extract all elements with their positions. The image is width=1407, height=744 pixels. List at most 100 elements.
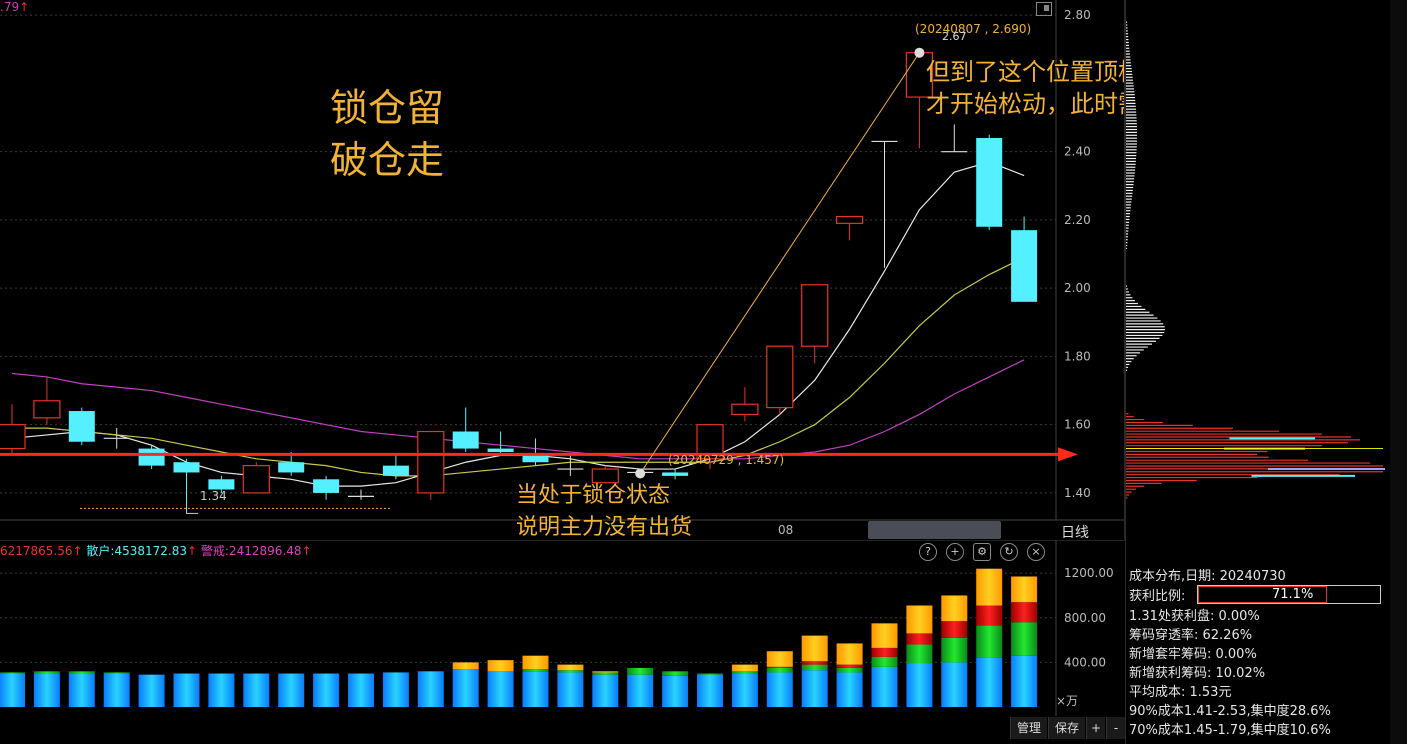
volume-bar-green[interactable] bbox=[1011, 622, 1038, 656]
volume-bar-red[interactable] bbox=[766, 666, 793, 668]
volume-bar-blue[interactable] bbox=[627, 674, 654, 707]
volume-bar-green[interactable] bbox=[627, 667, 654, 675]
volume-bar-blue[interactable] bbox=[208, 673, 235, 707]
volume-bar-blue[interactable] bbox=[452, 669, 479, 707]
volume-bars[interactable] bbox=[0, 568, 1038, 708]
volume-bar-orange[interactable] bbox=[941, 595, 968, 622]
volume-bar-orange[interactable] bbox=[592, 671, 619, 673]
volume-bar-green[interactable] bbox=[941, 637, 968, 663]
volume-bar-blue[interactable] bbox=[382, 672, 409, 707]
volume-bar-blue[interactable] bbox=[417, 671, 444, 707]
remove-button[interactable]: - bbox=[1106, 717, 1125, 739]
volume-bar-blue[interactable] bbox=[592, 674, 619, 707]
volume-bar-green[interactable] bbox=[871, 656, 898, 667]
candle-body[interactable] bbox=[278, 462, 305, 473]
volume-bar-blue[interactable] bbox=[68, 673, 95, 707]
volume-bar-blue[interactable] bbox=[836, 672, 863, 707]
candle-body[interactable] bbox=[835, 215, 864, 224]
volume-bar-green[interactable] bbox=[557, 670, 584, 673]
volume-bar-blue[interactable] bbox=[697, 674, 723, 707]
volume-bar-blue[interactable] bbox=[243, 673, 270, 707]
volume-bar-green[interactable] bbox=[662, 671, 689, 676]
candle-body[interactable] bbox=[313, 479, 340, 493]
volume-bar-blue[interactable] bbox=[138, 674, 165, 707]
candle-body[interactable] bbox=[662, 472, 689, 476]
candle-body[interactable] bbox=[138, 448, 165, 466]
chart-corner-button[interactable] bbox=[1036, 2, 1052, 16]
volume-bar-red[interactable] bbox=[906, 633, 933, 645]
volume-bar-orange[interactable] bbox=[871, 623, 898, 648]
candle-body[interactable] bbox=[766, 345, 794, 409]
volume-bar-blue[interactable] bbox=[766, 672, 793, 707]
volume-bar-green[interactable] bbox=[33, 671, 60, 674]
volume-bar-green[interactable] bbox=[976, 625, 1003, 658]
candlesticks[interactable] bbox=[0, 52, 1038, 514]
period-label[interactable]: 日线 bbox=[1061, 525, 1089, 541]
volume-bar-green[interactable] bbox=[522, 669, 549, 672]
volume-bar-blue[interactable] bbox=[33, 673, 60, 707]
volume-bar-green[interactable] bbox=[68, 671, 95, 674]
candle-body[interactable] bbox=[242, 465, 270, 494]
volume-bar-blue[interactable] bbox=[173, 673, 200, 707]
settings-icon[interactable]: ⚙ bbox=[973, 543, 991, 561]
volume-bar-blue[interactable] bbox=[313, 673, 340, 707]
volume-bar-orange[interactable] bbox=[487, 660, 514, 672]
volume-bar-orange[interactable] bbox=[906, 605, 933, 634]
volume-bar-blue[interactable] bbox=[871, 666, 898, 707]
volume-bar-green[interactable] bbox=[731, 671, 758, 674]
price-chart[interactable]: 2.80 2.40 2.20 2.00 1.80 1.60 1.40 bbox=[0, 0, 1125, 540]
volume-bar-blue[interactable] bbox=[487, 671, 514, 707]
volume-bar-green[interactable] bbox=[697, 673, 723, 675]
candle-body[interactable] bbox=[801, 284, 829, 347]
volume-bar-blue[interactable] bbox=[0, 673, 25, 707]
volume-bar-green[interactable] bbox=[766, 667, 793, 673]
save-button[interactable]: 保存 bbox=[1048, 717, 1085, 739]
refresh-icon[interactable]: ↻ bbox=[1000, 543, 1018, 561]
volume-bar-red[interactable] bbox=[836, 664, 863, 668]
volume-bar-green[interactable] bbox=[103, 672, 130, 674]
volume-bar-red[interactable] bbox=[1011, 602, 1038, 623]
volume-bar-blue[interactable] bbox=[1011, 655, 1038, 707]
volume-bar-orange[interactable] bbox=[522, 655, 549, 670]
volume-bar-red[interactable] bbox=[941, 621, 968, 638]
volume-bar-green[interactable] bbox=[801, 664, 828, 671]
candle-body[interactable] bbox=[905, 52, 934, 98]
help-icon[interactable]: ? bbox=[919, 543, 937, 561]
candle-body[interactable] bbox=[1011, 230, 1038, 302]
zoom-in-icon[interactable]: + bbox=[946, 543, 964, 561]
volume-bar-orange[interactable] bbox=[801, 635, 828, 662]
volume-bar-blue[interactable] bbox=[662, 675, 689, 707]
volume-bar-orange[interactable] bbox=[766, 651, 793, 667]
volume-bar-blue[interactable] bbox=[348, 673, 374, 707]
candle-body[interactable] bbox=[208, 479, 235, 490]
candle-body[interactable] bbox=[68, 411, 95, 442]
add-button[interactable]: + bbox=[1086, 717, 1105, 739]
volume-bar-blue[interactable] bbox=[103, 673, 130, 707]
candle-body[interactable] bbox=[0, 424, 26, 450]
volume-bar-blue[interactable] bbox=[801, 670, 828, 707]
volume-bar-orange[interactable] bbox=[731, 664, 758, 672]
volume-bar-blue[interactable] bbox=[557, 672, 584, 707]
candle-body[interactable] bbox=[382, 465, 409, 476]
candle-body[interactable] bbox=[731, 403, 759, 416]
candle-body[interactable] bbox=[452, 431, 479, 449]
volume-bar-blue[interactable] bbox=[522, 671, 549, 707]
manage-button[interactable]: 管理 bbox=[1010, 717, 1047, 739]
volume-bar-orange[interactable] bbox=[976, 568, 1003, 606]
volume-bar-red[interactable] bbox=[871, 647, 898, 657]
volume-bar-orange[interactable] bbox=[836, 643, 863, 665]
volume-bar-blue[interactable] bbox=[976, 657, 1003, 707]
volume-bar-orange[interactable] bbox=[452, 662, 479, 670]
volume-bar-green[interactable] bbox=[836, 667, 863, 673]
candle-body[interactable] bbox=[976, 138, 1003, 227]
volume-bar-orange[interactable] bbox=[1011, 576, 1038, 603]
candle-body[interactable] bbox=[33, 400, 61, 419]
volume-bar-green[interactable] bbox=[592, 672, 619, 675]
volume-bar-red[interactable] bbox=[801, 661, 828, 665]
volume-bar-orange[interactable] bbox=[557, 664, 584, 671]
volume-bar-blue[interactable] bbox=[731, 673, 758, 707]
candle-body[interactable] bbox=[173, 462, 200, 473]
horizontal-scrollbar[interactable] bbox=[868, 521, 1001, 539]
close-icon[interactable]: × bbox=[1027, 543, 1045, 561]
volume-bar-blue[interactable] bbox=[906, 663, 933, 708]
